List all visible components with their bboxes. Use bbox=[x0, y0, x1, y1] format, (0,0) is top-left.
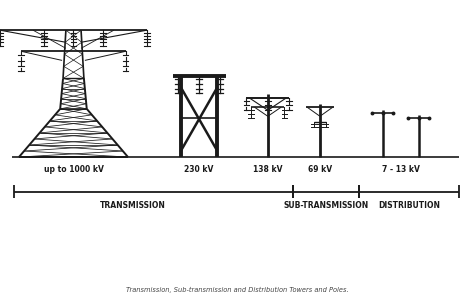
Text: 138 kV: 138 kV bbox=[253, 165, 283, 174]
Text: 230 kV: 230 kV bbox=[184, 165, 214, 174]
Text: DISTRIBUTION: DISTRIBUTION bbox=[378, 201, 440, 210]
Text: 7 - 13 kV: 7 - 13 kV bbox=[382, 165, 419, 174]
Text: up to 1000 kV: up to 1000 kV bbox=[44, 165, 103, 174]
Text: Transmission, Sub-transmission and Distribution Towers and Poles.: Transmission, Sub-transmission and Distr… bbox=[126, 287, 348, 293]
Text: SUB-TRANSMISSION: SUB-TRANSMISSION bbox=[283, 201, 369, 210]
Text: TRANSMISSION: TRANSMISSION bbox=[100, 201, 165, 210]
Text: 69 kV: 69 kV bbox=[308, 165, 332, 174]
